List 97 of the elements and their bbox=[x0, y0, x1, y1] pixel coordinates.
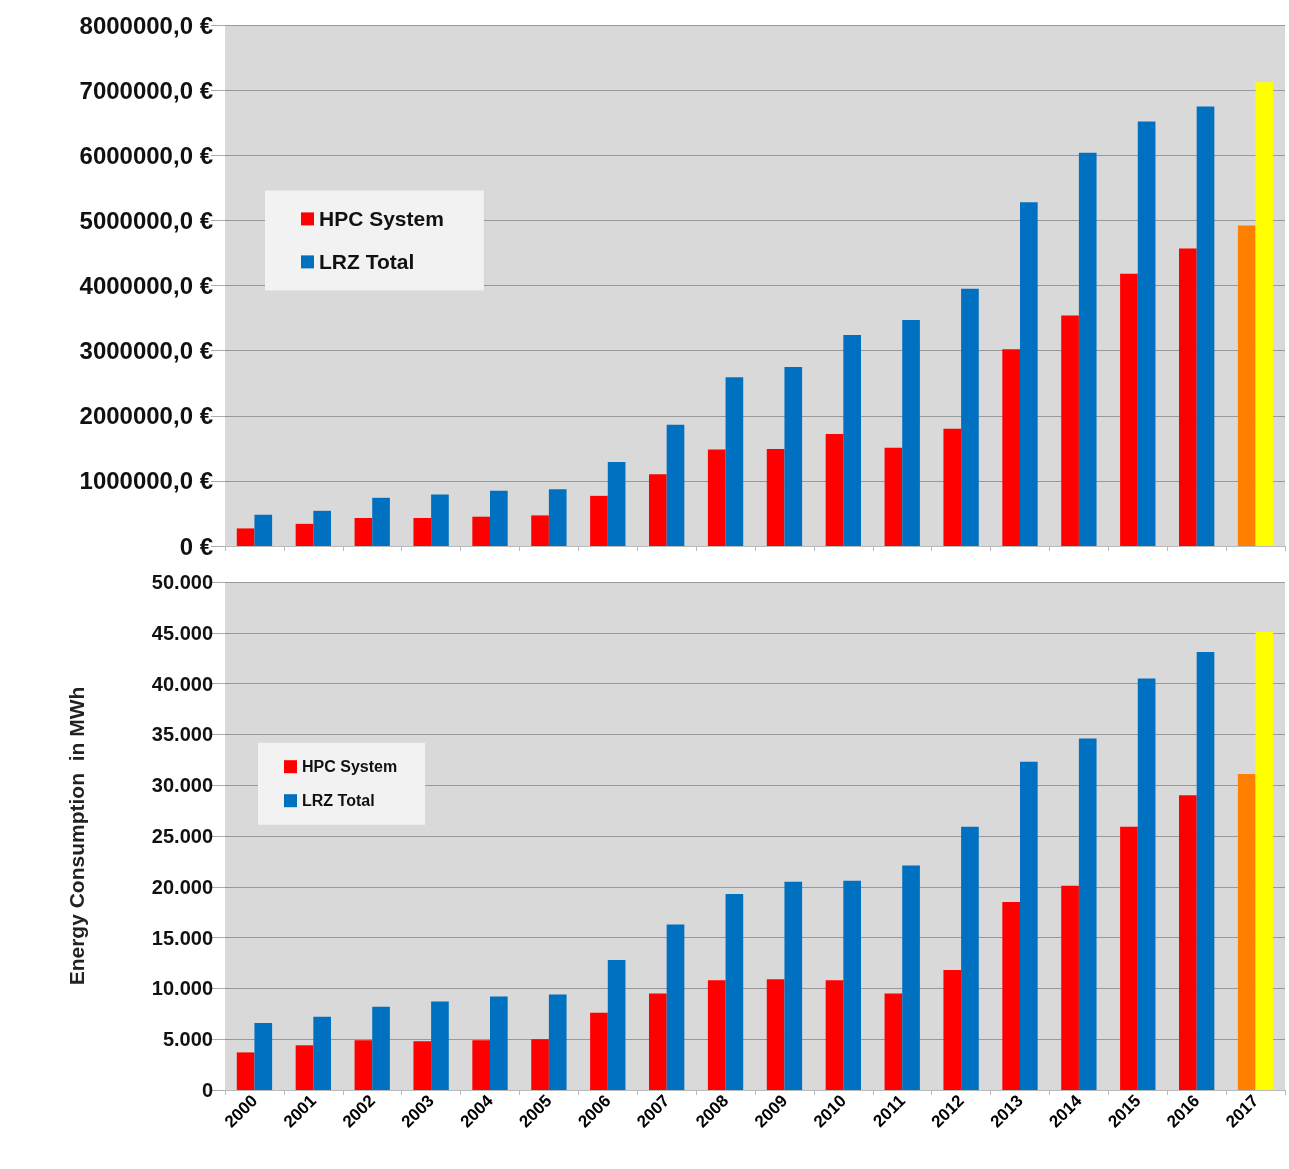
legend-label: LRZ Total bbox=[302, 792, 375, 810]
bar bbox=[1137, 121, 1156, 546]
y-tick-label: 0 bbox=[201, 1079, 213, 1101]
bar bbox=[784, 366, 803, 546]
y-tick-label: 20.000 bbox=[151, 875, 213, 898]
bar bbox=[295, 1045, 314, 1090]
y-tick-label: 50.000 bbox=[151, 571, 213, 593]
bar bbox=[490, 490, 508, 546]
bar bbox=[1061, 885, 1079, 1090]
y-tick-label: 7000000,0 € bbox=[79, 76, 213, 104]
bar bbox=[1196, 652, 1215, 1090]
bar bbox=[1196, 106, 1215, 546]
bar bbox=[1179, 795, 1197, 1090]
bar bbox=[531, 515, 549, 546]
y-tick-label: 6000000,0 € bbox=[79, 141, 213, 169]
bar bbox=[590, 1012, 608, 1090]
bar bbox=[372, 497, 390, 546]
bar bbox=[548, 994, 567, 1090]
bar bbox=[1078, 152, 1097, 546]
bar bbox=[1120, 826, 1138, 1090]
bar bbox=[313, 1016, 331, 1090]
legend-label: HPC System bbox=[319, 207, 444, 231]
y-tick-label: 40.000 bbox=[151, 672, 213, 695]
bar bbox=[236, 1052, 255, 1090]
bar bbox=[707, 449, 726, 546]
bar bbox=[961, 826, 979, 1090]
bar bbox=[590, 495, 608, 546]
y-tick-label: 5.000 bbox=[162, 1028, 213, 1051]
y-tick-label: 15.000 bbox=[151, 926, 213, 949]
y-tick-label: 45.000 bbox=[151, 621, 213, 644]
bar bbox=[784, 881, 803, 1090]
y-tick-label: 10.000 bbox=[151, 977, 213, 1000]
y-tick-label: 25.000 bbox=[151, 825, 213, 847]
y-tick-label: 3000000,0 € bbox=[79, 337, 213, 365]
bar bbox=[766, 979, 785, 1090]
bar bbox=[766, 448, 785, 546]
bar bbox=[254, 1022, 273, 1090]
bar bbox=[1255, 82, 1274, 546]
bar bbox=[1002, 349, 1020, 546]
bar bbox=[372, 1006, 390, 1090]
bar bbox=[649, 993, 667, 1090]
bar bbox=[825, 980, 844, 1090]
bar bbox=[1237, 225, 1256, 546]
bar bbox=[1061, 315, 1079, 546]
bar bbox=[902, 320, 920, 546]
bar bbox=[1020, 761, 1038, 1090]
bar bbox=[825, 433, 844, 546]
bar bbox=[961, 288, 979, 546]
bar bbox=[548, 489, 567, 546]
bar bbox=[236, 528, 255, 546]
bar bbox=[884, 993, 903, 1090]
bar bbox=[354, 1040, 373, 1090]
bar bbox=[254, 514, 273, 546]
bar bbox=[1120, 273, 1138, 546]
bar bbox=[902, 865, 920, 1090]
bar bbox=[472, 516, 490, 546]
bar bbox=[607, 461, 626, 546]
y-tick-label: 30.000 bbox=[151, 774, 213, 797]
y-tick-label: 35.000 bbox=[151, 723, 213, 746]
bar bbox=[725, 893, 744, 1090]
bar bbox=[843, 880, 861, 1090]
y-tick-label: 0 € bbox=[179, 532, 213, 560]
bar bbox=[1237, 774, 1256, 1090]
bar bbox=[531, 1039, 549, 1090]
bar bbox=[413, 518, 432, 546]
bar bbox=[666, 924, 685, 1090]
bar bbox=[1078, 738, 1097, 1090]
bar bbox=[295, 523, 314, 546]
bar bbox=[431, 1001, 449, 1090]
bar bbox=[1255, 631, 1274, 1090]
bar bbox=[649, 474, 667, 546]
bar bbox=[1137, 678, 1156, 1090]
y-axis-title: Energy Consumption in MWh bbox=[65, 686, 88, 986]
bar bbox=[1179, 248, 1197, 546]
bar bbox=[431, 494, 449, 546]
bar bbox=[707, 980, 726, 1090]
bar bbox=[666, 424, 685, 546]
bar bbox=[1002, 902, 1020, 1090]
bar bbox=[725, 377, 744, 546]
legend-label: LRZ Total bbox=[319, 250, 415, 274]
bar bbox=[943, 428, 962, 546]
bar bbox=[943, 970, 962, 1090]
bar bbox=[490, 996, 508, 1090]
bar bbox=[354, 518, 373, 546]
y-tick-label: 8000000,0 € bbox=[79, 11, 213, 39]
bar bbox=[607, 959, 626, 1090]
bar bbox=[884, 447, 903, 546]
y-tick-label: 2000000,0 € bbox=[79, 402, 213, 430]
bar bbox=[472, 1040, 490, 1090]
bar bbox=[843, 335, 861, 546]
bar bbox=[413, 1041, 432, 1090]
y-tick-label: 1000000,0 € bbox=[79, 467, 213, 495]
bar bbox=[1020, 202, 1038, 546]
y-tick-label: 5000000,0 € bbox=[79, 206, 213, 234]
legend-label: HPC System bbox=[302, 758, 398, 776]
bar bbox=[313, 510, 331, 546]
y-tick-label: 4000000,0 € bbox=[79, 272, 213, 299]
